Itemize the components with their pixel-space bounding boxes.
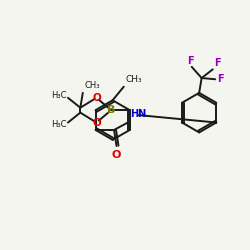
Text: CH₃: CH₃ bbox=[125, 75, 142, 84]
Text: H₃C: H₃C bbox=[51, 91, 67, 100]
Text: O: O bbox=[92, 118, 101, 128]
Text: O: O bbox=[112, 150, 121, 160]
Text: F: F bbox=[217, 74, 224, 84]
Text: O: O bbox=[92, 93, 101, 103]
Text: B: B bbox=[107, 105, 116, 115]
Text: F: F bbox=[214, 58, 221, 68]
Text: F: F bbox=[187, 56, 194, 66]
Text: CH₃: CH₃ bbox=[84, 81, 100, 90]
Text: HN: HN bbox=[130, 109, 147, 119]
Text: H₃C: H₃C bbox=[51, 120, 67, 130]
